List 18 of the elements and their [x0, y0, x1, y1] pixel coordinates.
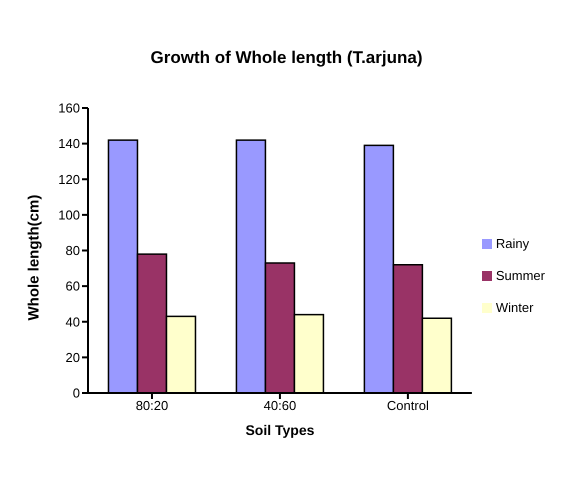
chart-title: Growth of Whole length (T.arjuna)	[150, 48, 424, 68]
y-tick-label: 0	[72, 386, 80, 401]
y-tick-label: 120	[58, 172, 80, 187]
y-tick-label: 160	[58, 100, 80, 116]
legend-label: Rainy	[496, 236, 530, 250]
y-tick-label: 20	[66, 350, 80, 365]
y-tick-label: 60	[66, 278, 80, 294]
x-tick-label: 80:20	[136, 398, 168, 414]
x-tick-label: 40:60	[264, 398, 296, 414]
y-axis-title: Whole length(cm)	[25, 194, 42, 320]
y-tick-label: 80	[66, 243, 80, 258]
legend-label: Winter	[496, 300, 534, 314]
legend-label: Summer	[496, 268, 545, 282]
y-tick-label: 40	[66, 314, 80, 330]
x-axis-title: Soil Types	[245, 422, 315, 438]
x-tick-label: Control	[386, 398, 429, 414]
y-tick-label: 100	[58, 207, 80, 222]
y-tick-label: 140	[58, 136, 80, 152]
